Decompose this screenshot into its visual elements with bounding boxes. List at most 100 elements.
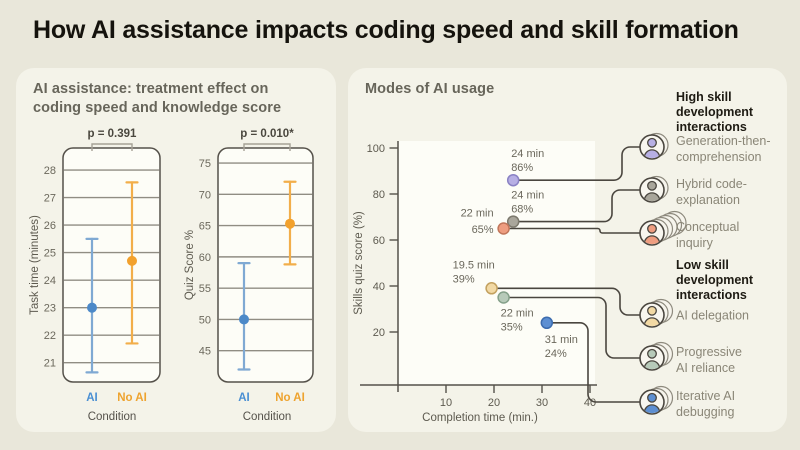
- mode-label-line: debugging: [676, 405, 734, 419]
- scatter-point: [497, 291, 510, 304]
- errorbar-chart-task-time-minutes: Task time (minutes) 28 27 26 25 24 23 22 21 p = 0…: [29, 128, 161, 423]
- scatter-point: [506, 173, 520, 187]
- point-score-label: 86%: [511, 162, 533, 174]
- point-time-label: 24 min: [511, 190, 544, 202]
- scatter-point: [497, 222, 510, 235]
- y-tick-label: 20: [373, 327, 385, 339]
- treatment-panel-title-line1: AI assistance: treatment effect on: [33, 81, 269, 97]
- y-axis-title: Task time (minutes): [29, 215, 41, 315]
- scatter-point-group-progressive-ai-reliance: 22 min 35%: [497, 291, 534, 334]
- person-head: [647, 223, 657, 234]
- x-axis-title: Completion time (min.): [422, 412, 538, 424]
- mode-label-line: Generation-then-: [676, 134, 771, 148]
- y-tick-label: 45: [199, 346, 211, 358]
- mode-label-line: Iterative AI: [676, 389, 735, 403]
- chart-frame: [62, 147, 161, 383]
- point-time-label: 19.5 min: [453, 259, 495, 271]
- person-head: [647, 392, 657, 403]
- scatter-point: [485, 282, 498, 295]
- group-heading-line: High skill: [676, 90, 732, 104]
- mode-label-line: AI reliance: [676, 361, 735, 375]
- mode-label-iterative-ai-debugging: Iterative AI debugging: [676, 389, 735, 419]
- x-axis-title: Condition: [243, 411, 292, 423]
- person-head: [647, 180, 657, 191]
- point-score-label: 65%: [472, 224, 494, 236]
- group-heading-line: Low skill: [676, 258, 729, 272]
- modes-panel: Modes of AI usage 20 40 60 80 100 Skills quiz…: [348, 68, 787, 432]
- mode-label-ai-delegation: AI delegation: [676, 309, 749, 323]
- x-tick-label: 40: [584, 397, 596, 409]
- mean-point: [87, 302, 97, 313]
- series-ai: AI: [85, 237, 99, 404]
- mode-label-line: inquiry: [676, 236, 714, 250]
- y-tick-label: 75: [199, 158, 211, 170]
- treatment-effect-panel: AI assistance: treatment effect on coding…: [16, 68, 336, 432]
- point-score-label: 24%: [545, 348, 567, 360]
- leader-line-ai-delegation: [491, 287, 640, 316]
- chart-frame: [217, 147, 314, 383]
- y-axis-title: Quiz Score %: [184, 230, 196, 300]
- scatter-point: [506, 215, 520, 228]
- significance-bracket: [243, 143, 291, 151]
- errorbar-chart-quiz-score: Quiz Score % 75 70 65 60 55 50 45 p = 0.010* AI No…: [184, 128, 314, 423]
- y-tick-label: 27: [44, 193, 56, 205]
- condition-tick-label: No AI: [275, 392, 305, 404]
- scatter-point-group-conceptual-inquiry: 22 min 65%: [461, 208, 510, 236]
- y-tick-label: 80: [373, 189, 385, 201]
- p-value-label: p = 0.010*: [240, 128, 294, 140]
- condition-tick-label: No AI: [117, 392, 147, 404]
- y-tick-label: 25: [44, 248, 56, 260]
- person-glyph: [643, 348, 661, 370]
- page-title: How AI assistance impacts coding speed a…: [33, 16, 739, 44]
- y-tick-label: 55: [199, 283, 211, 295]
- scatter-point-group-hybrid-code-explanation: 24 min 68%: [506, 190, 544, 228]
- person-glyph: [643, 180, 661, 202]
- y-tick-label: 23: [44, 303, 56, 315]
- treatment-effect-charts: Task time (minutes) 28 27 26 25 24 23 22 21 p = 0…: [29, 128, 314, 423]
- mode-label-hybrid-code-explanation: Hybrid code-explanation: [676, 177, 747, 207]
- scatter-plot: 20 40 60 80 100 Skills quiz score (%) 10 20 30 40…: [353, 90, 771, 424]
- mean-point: [127, 255, 137, 266]
- y-tick-label: 70: [199, 189, 211, 201]
- leader-line-conceptual-inquiry: [503, 227, 640, 234]
- mode-icon-progressive-ai-reliance: [639, 341, 674, 371]
- y-tick-label: 26: [44, 220, 56, 232]
- scatter-point-group-iterative-ai-debugging: 31 min 24%: [540, 316, 578, 360]
- point-time-label: 31 min: [545, 334, 578, 346]
- mode-label-line: Hybrid code-: [676, 177, 747, 191]
- y-tick-label: 28: [44, 165, 56, 177]
- y-tick-label: 65: [199, 221, 211, 233]
- group-heading-line: interactions: [676, 120, 747, 134]
- y-tick-label: 22: [44, 330, 56, 342]
- treatment-panel-title-line2: coding speed and knowledge score: [33, 100, 282, 117]
- x-tick-label: 20: [488, 397, 500, 409]
- series-ai: AI: [237, 262, 251, 404]
- x-tick-label: 10: [440, 397, 452, 409]
- x-axis-title: Condition: [88, 411, 137, 423]
- mode-label-generation-then-comprehension: Generation-then-comprehension: [676, 134, 771, 164]
- mode-label-conceptual-inquiry: Conceptual inquiry: [676, 220, 739, 250]
- leader-line-generation-then-comprehension: [513, 146, 640, 181]
- scatter-point-group-ai-delegation: 19.5 min 39%: [453, 259, 498, 295]
- point-time-label: 24 min: [511, 148, 544, 160]
- y-axis-title: Skills quiz score (%): [353, 211, 365, 315]
- mode-label-line: Conceptual: [676, 220, 739, 234]
- mode-label-line: comprehension: [676, 150, 762, 164]
- series-no-ai: No AI: [275, 180, 305, 404]
- point-time-label: 22 min: [501, 308, 534, 320]
- y-tick-label: 21: [44, 358, 56, 370]
- x-tick-label: 30: [536, 397, 548, 409]
- plot-area: [398, 141, 595, 385]
- mean-point: [239, 314, 249, 325]
- condition-tick-label: AI: [86, 392, 98, 404]
- modes-scatter-chart: 20 40 60 80 100 Skills quiz score (%) 10 20 30 40…: [353, 90, 771, 424]
- group-heading-line: development: [676, 105, 754, 119]
- mean-point: [285, 218, 295, 229]
- scatter-point: [540, 316, 554, 330]
- group-heading-line: interactions: [676, 288, 747, 302]
- leader-line-iterative-ai-debugging: [546, 322, 640, 403]
- leader-line-progressive-ai-reliance: [503, 296, 640, 359]
- mode-icon-hybrid-code-explanation: [639, 175, 669, 203]
- treatment-panel-title: AI assistance: treatment effect on coding…: [33, 80, 281, 118]
